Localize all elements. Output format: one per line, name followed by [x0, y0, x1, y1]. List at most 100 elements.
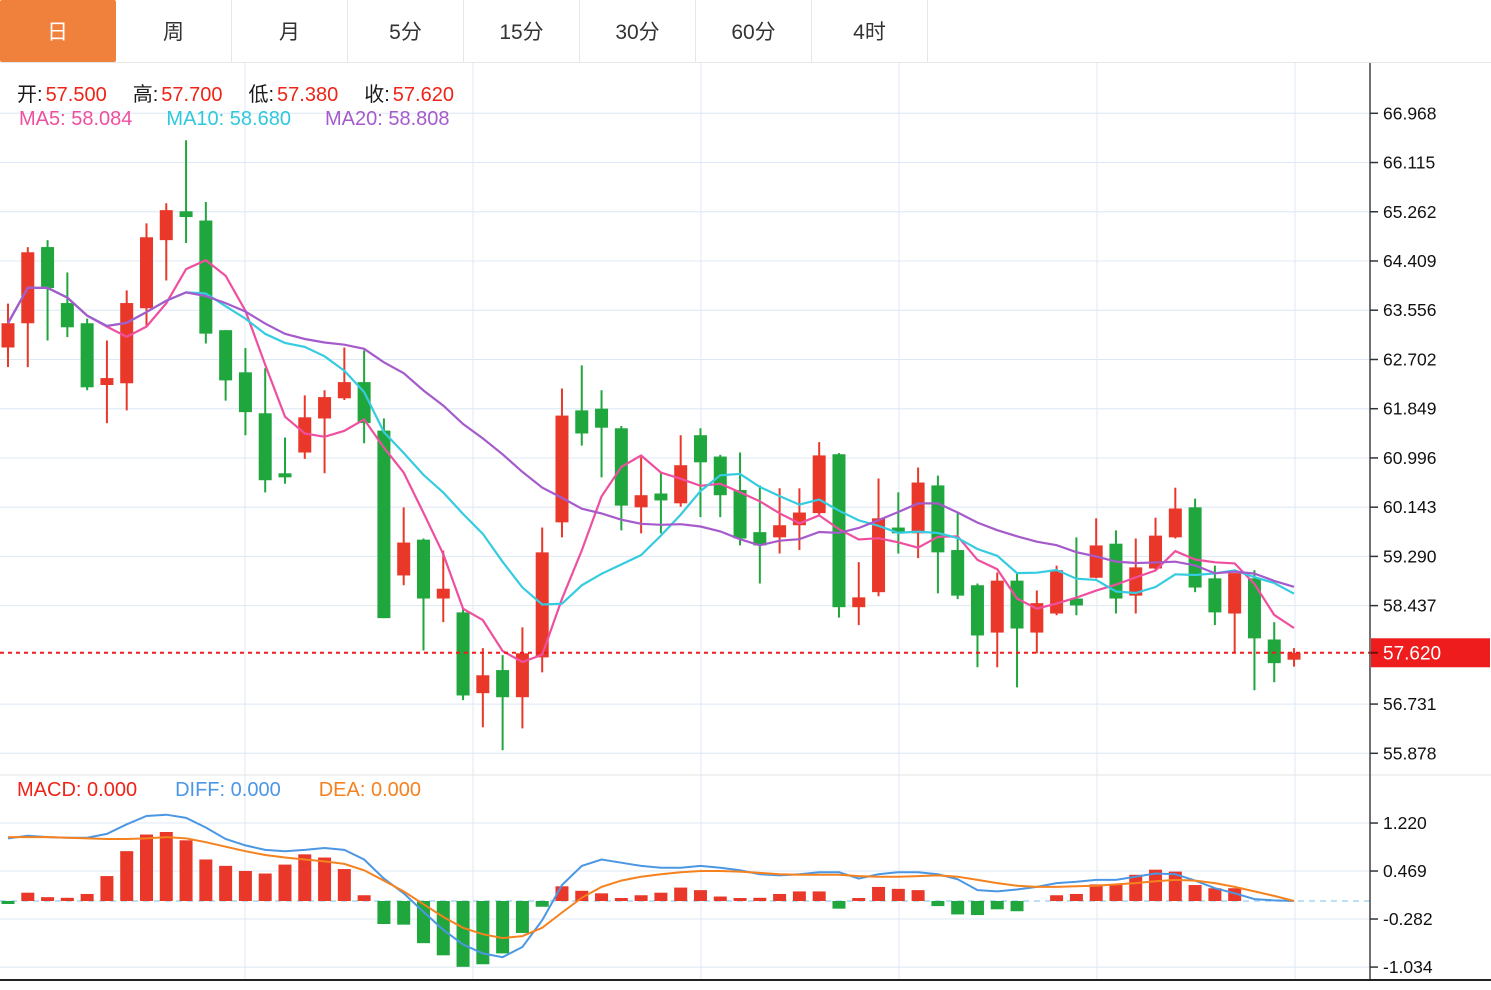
tab-60min[interactable]: 60分 — [696, 0, 812, 62]
macd-bar — [397, 901, 411, 925]
candle — [990, 580, 1004, 633]
macd-bar — [159, 831, 173, 901]
macd-bar — [1188, 885, 1202, 901]
macd-bar — [891, 888, 905, 901]
candle — [258, 413, 272, 481]
ma20-value: MA20: 58.808 — [324, 108, 450, 130]
ma10-value: MA10: 58.680 — [166, 108, 291, 130]
high-value: 57.700 — [161, 84, 223, 106]
macd-bar — [1050, 895, 1064, 901]
svg-text:65.262: 65.262 — [1383, 202, 1437, 222]
candle — [41, 247, 55, 289]
macd-info-row: MACD: 0.000 DIFF: 0.000 DEA: 0.000 — [17, 779, 421, 802]
macd-bar — [575, 890, 589, 901]
period-tab-bar: 日 周 月 5分 15分 30分 60分 4时 — [0, 0, 1491, 63]
close-value: 57.620 — [392, 84, 454, 106]
macd-bar — [41, 897, 55, 901]
high-label: 高: — [132, 84, 159, 106]
candle — [476, 675, 490, 694]
macd-bar — [872, 886, 886, 901]
macd-bar — [219, 865, 233, 901]
candle — [951, 550, 965, 596]
candle — [298, 417, 312, 453]
candle — [773, 525, 787, 538]
macd-bar — [595, 893, 609, 901]
macd-bar — [713, 896, 727, 901]
candle — [812, 455, 826, 514]
macd-bar — [654, 892, 668, 901]
macd-bar — [337, 869, 351, 901]
diff-line — [7, 813, 1295, 959]
low-value: 57.380 — [277, 84, 339, 106]
macd-bar — [179, 840, 193, 901]
macd-bar — [496, 901, 510, 954]
candle — [60, 303, 74, 328]
candle — [1129, 567, 1143, 596]
macd-bar — [258, 873, 272, 901]
macd-bar — [733, 898, 747, 901]
svg-text:58.437: 58.437 — [1383, 596, 1437, 616]
macd-bar — [1069, 893, 1083, 901]
ma20-line — [7, 286, 1295, 588]
macd-bar — [1168, 871, 1182, 901]
dea-value: DEA: 0.000 — [318, 779, 422, 801]
candle — [1069, 598, 1083, 606]
candle — [199, 220, 213, 334]
macd-bar — [773, 893, 787, 901]
macd-value: MACD: 0.000 — [17, 779, 138, 801]
macd-bar — [832, 901, 846, 909]
candle — [654, 493, 668, 501]
macd-bar — [852, 898, 866, 901]
candle — [238, 372, 252, 413]
candle — [377, 430, 391, 619]
macd-bar — [476, 901, 490, 965]
macd-bar — [1228, 888, 1242, 901]
macd-histogram — [1, 831, 1242, 967]
svg-text:56.731: 56.731 — [1383, 694, 1437, 714]
macd-bar — [614, 898, 628, 901]
candle — [139, 237, 153, 309]
macd-bar — [911, 890, 925, 901]
tab-4hour[interactable]: 4时 — [812, 0, 928, 62]
svg-text:66.115: 66.115 — [1383, 153, 1435, 173]
candle — [555, 415, 569, 523]
candle — [357, 382, 371, 424]
candle — [1208, 578, 1222, 613]
candle — [832, 454, 846, 608]
macd-bar — [1149, 869, 1163, 901]
candle — [120, 303, 134, 384]
tab-15min[interactable]: 15分 — [464, 0, 580, 62]
candle — [911, 482, 925, 534]
macd-bar — [416, 901, 430, 944]
tab-month[interactable]: 月 — [232, 0, 348, 62]
macd-bar — [970, 901, 984, 916]
candle — [1, 323, 15, 348]
candle — [970, 585, 984, 636]
candle — [436, 588, 450, 599]
svg-text:0.469: 0.469 — [1383, 861, 1427, 881]
tab-day[interactable]: 日 — [0, 0, 116, 62]
svg-text:64.409: 64.409 — [1383, 251, 1437, 271]
tab-30min[interactable]: 30分 — [580, 0, 696, 62]
macd-bar — [80, 893, 94, 901]
macd-bar — [298, 854, 312, 901]
macd-bar — [278, 864, 292, 901]
tab-week[interactable]: 周 — [116, 0, 232, 62]
tab-5min[interactable]: 5分 — [348, 0, 464, 62]
ohlc-info-row: 开: 57.500 高: 57.700 低: 57.380 收: 57.620 — [17, 78, 480, 107]
candle — [872, 518, 886, 593]
price-axis: 66.968 66.115 65.262 64.409 63.556 62.702 61.8… — [0, 62, 1491, 981]
close-label: 收: — [364, 84, 390, 106]
candle — [159, 210, 173, 241]
macd-bar — [377, 901, 391, 925]
ma5-value: MA5: 58.084 — [19, 108, 133, 130]
candle — [852, 597, 866, 608]
candle — [1247, 578, 1261, 639]
macd-bar — [931, 901, 945, 907]
macd-bar — [792, 891, 806, 901]
candle — [318, 397, 332, 419]
macd-bar — [535, 901, 549, 907]
svg-text:57.620: 57.620 — [1383, 643, 1441, 664]
macd-bar — [812, 891, 826, 901]
candle — [1149, 535, 1163, 569]
